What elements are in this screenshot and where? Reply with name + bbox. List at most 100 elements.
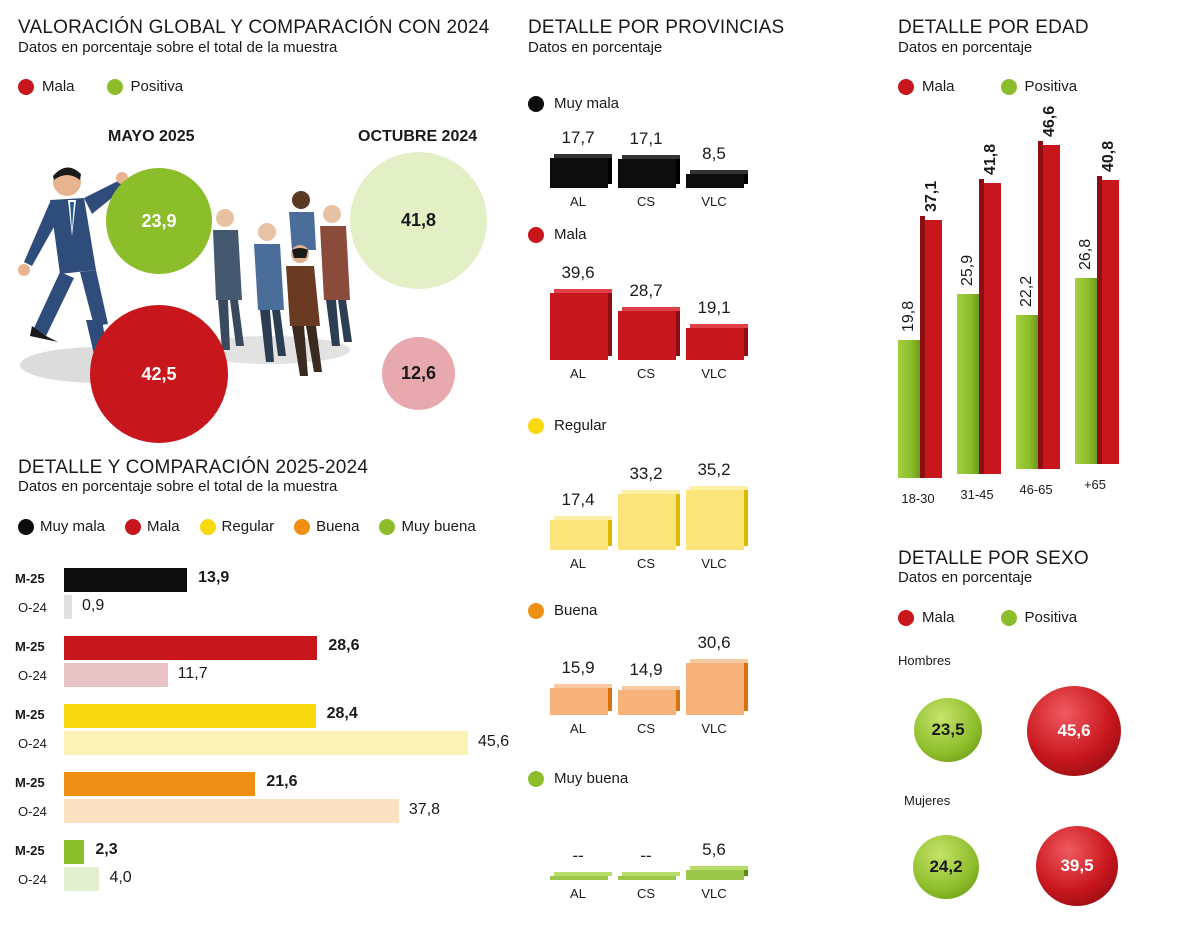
positiva-swatch: [1000, 78, 1017, 95]
province-value: --: [572, 846, 584, 865]
province-label: AL: [570, 886, 586, 901]
provincia-group-header: Muy buena: [528, 770, 628, 787]
province-label: CS: [636, 556, 656, 571]
edad-subtitle: Datos en porcentaje: [898, 39, 1033, 56]
mala-swatch: [125, 518, 142, 535]
row-label-o24: O-24: [18, 668, 47, 683]
comparison-bar-chart: M-25 13,9 O-24 0,9 M-25 28,6 O-24 11,7 M-25 28,4 O…: [0, 560, 520, 900]
bar-m25: [64, 704, 316, 728]
bar-value-o24: 11,7: [177, 665, 208, 682]
row-label-m25: M-25: [15, 775, 45, 790]
age-bar-mala: [1101, 180, 1119, 464]
row-label-m25: M-25: [15, 843, 45, 858]
province-value: 19,1: [697, 297, 731, 317]
province-label: CS: [636, 194, 656, 209]
province-bar-side: [744, 866, 748, 876]
province-bar-side: [676, 489, 680, 546]
mala-swatch: [898, 78, 914, 95]
bar-value-m25: 2,3: [95, 841, 118, 858]
province-bar-side: [676, 307, 680, 356]
bar-o24: [64, 799, 399, 823]
age-bar-positiva: [898, 340, 920, 478]
province-value: 5,6: [702, 840, 726, 860]
detalle-subtitle: Datos en porcentaje sobre el total de la…: [18, 478, 338, 495]
mujeres-label: Mujeres: [904, 793, 951, 808]
row-label-o24: O-24: [18, 600, 47, 615]
edad-chart: 19,8 37,1 18-30 25,9 41,8 31-45 22,2 46,6 46-65 2…: [880, 100, 1180, 520]
province-bar-front: [618, 493, 676, 550]
group-label: Regular: [554, 417, 607, 434]
province-bar-top: [622, 154, 680, 159]
age-value-mala: 37,1: [923, 181, 940, 213]
province-value: 15,9: [561, 657, 595, 677]
bar-value-m25: 13,9: [198, 569, 230, 586]
hombres-mala-bubble: 45,6: [1027, 686, 1121, 776]
age-category-label: +65: [1083, 477, 1107, 492]
province-bar-front: [550, 157, 608, 188]
bar-value-o24: 45,6: [478, 733, 510, 750]
provincia-group-header: Buena: [528, 602, 597, 619]
age-category-label: 31-45: [960, 487, 994, 502]
buena-swatch: [294, 518, 311, 535]
age-category-label: 46-65: [1019, 482, 1053, 497]
legend-regular: Regular: [221, 518, 275, 535]
muy-buena-swatch: [379, 518, 396, 535]
province-bar-front: [686, 327, 744, 360]
province-label: VLC: [701, 721, 727, 736]
edad-title: DETALLE POR EDAD: [898, 17, 1089, 38]
bar-m25: [64, 772, 256, 796]
age-value-mala: 40,8: [1100, 141, 1117, 173]
oct-label: OCTUBRE 2024: [358, 128, 478, 145]
positiva-swatch: [106, 78, 123, 95]
edad-legend: Mala Positiva: [898, 78, 1077, 95]
regular-swatch: [199, 518, 216, 535]
hombres-label: Hombres: [898, 653, 951, 668]
province-value: --: [640, 846, 652, 865]
age-bar-positiva: [1075, 277, 1097, 464]
province-label: VLC: [701, 194, 727, 209]
province-bar-top: [690, 323, 748, 328]
bar-o24: [64, 595, 72, 619]
provincias-chart: Muy mala 17,7 AL 17,1 CS 8,5 VLC Mala 39,6 AL 28,7…: [520, 80, 880, 920]
group-label: Mala: [554, 226, 587, 243]
province-bar-side: [744, 486, 748, 546]
province-value: 17,4: [561, 490, 595, 510]
province-bar-side: [676, 685, 680, 711]
bar-m25: [64, 636, 318, 660]
legend-mala: Mala: [42, 78, 75, 95]
hombres-positiva-bubble: 23,5: [914, 698, 982, 762]
age-bar-mala-side: [1038, 141, 1043, 469]
legend-mala: Mala: [922, 78, 955, 95]
province-bar-top: [554, 288, 612, 293]
row-label-o24: O-24: [18, 804, 47, 819]
province-bar-front: [550, 687, 608, 715]
group-label: Muy buena: [554, 770, 629, 787]
group-label: Muy mala: [554, 95, 620, 112]
row-label-m25: M-25: [15, 707, 45, 722]
age-bar-positiva: [957, 293, 979, 474]
province-bar-side: [608, 516, 612, 546]
province-bar-top: [554, 153, 612, 158]
sexo-legend: Mala Positiva: [898, 609, 1077, 626]
province-label: CS: [636, 366, 656, 381]
legend-muy-mala: Muy mala: [40, 518, 106, 535]
province-bar-top: [622, 307, 680, 312]
bar-m25: [64, 568, 188, 592]
province-bar-front: [550, 876, 608, 880]
age-value-positiva: 22,2: [1018, 275, 1035, 307]
province-bar-top: [690, 486, 748, 491]
province-bar-front: [550, 292, 608, 360]
province-bar-front: [618, 158, 676, 188]
province-bar-side: [608, 288, 612, 356]
group-swatch: [528, 95, 544, 112]
legend-positiva: Positiva: [130, 78, 184, 95]
group-swatch: [528, 417, 544, 434]
province-value: 17,7: [561, 127, 595, 147]
legend-positiva: Positiva: [1024, 609, 1078, 626]
province-value: 39,6: [561, 262, 595, 282]
province-bar-side: [676, 154, 680, 184]
province-value: 30,6: [697, 632, 731, 652]
age-value-mala: 46,6: [1041, 105, 1058, 138]
province-bar-front: [618, 876, 676, 880]
legend-buena: Buena: [316, 518, 360, 535]
